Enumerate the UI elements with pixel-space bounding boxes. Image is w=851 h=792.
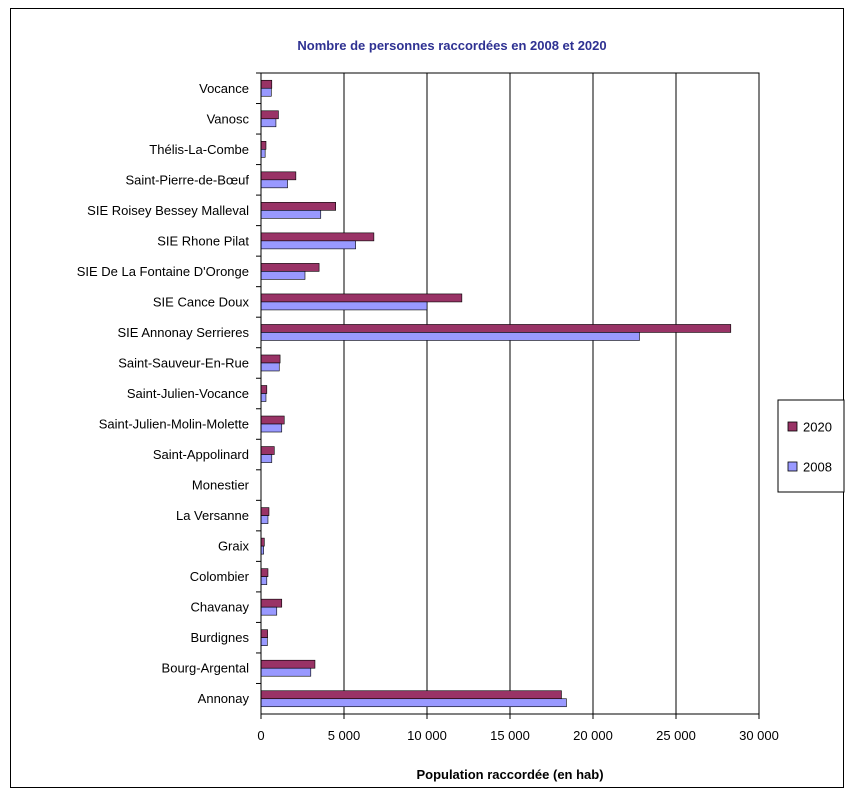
category-label: SIE Annonay Serrieres	[117, 325, 249, 340]
bar-2008	[260, 240, 356, 250]
bar-2020	[260, 659, 316, 669]
bar-2008	[260, 637, 268, 646]
x-tick-label: 20 000	[573, 728, 613, 743]
x-tick-label: 10 000	[407, 728, 447, 743]
category-label: Saint-Julien-Molin-Molette	[99, 417, 249, 432]
x-tick-label: 15 000	[490, 728, 530, 743]
bar-2008	[260, 301, 428, 311]
bar-2020	[260, 568, 269, 577]
category-label: SIE Cance Doux	[153, 294, 250, 309]
x-tick-label: 5 000	[328, 728, 361, 743]
x-tick-label: 30 000	[739, 728, 779, 743]
category-label: Saint-Julien-Vocance	[127, 386, 249, 401]
bar-2020	[260, 385, 268, 394]
chart-title: Nombre de personnes raccordées en 2008 e…	[297, 38, 606, 53]
category-label: Saint-Sauveur-En-Rue	[118, 355, 249, 370]
legend-swatch-2020	[787, 421, 798, 432]
x-tick-label: 0	[257, 728, 264, 743]
bar-2020	[260, 110, 279, 120]
category-label: Vanosc	[207, 111, 250, 126]
x-tick-label: 25 000	[656, 728, 696, 743]
category-labels: Vocance Vanosc Thélis-La-Combe Saint-Pierre…	[77, 81, 250, 706]
legend-box	[777, 399, 845, 493]
bar-2020	[260, 598, 283, 608]
bar-chart: Nombre de personnes raccordées en 2008 e…	[77, 38, 845, 782]
category-label: Chavanay	[190, 600, 249, 615]
bar-2020	[260, 354, 281, 364]
bar-2020	[260, 690, 562, 700]
legend-swatch-2008	[787, 461, 798, 472]
bar-2008	[260, 210, 322, 219]
category-label: Bourg-Argental	[162, 661, 250, 676]
category-label: Annonay	[198, 691, 250, 706]
bar-2020	[260, 141, 267, 150]
category-label: Graix	[218, 539, 250, 554]
category-label: SIE Roisey Bessey Malleval	[87, 203, 249, 218]
bar-2008	[260, 698, 567, 708]
bar-2008	[260, 271, 306, 280]
category-label: Saint-Pierre-de-Bœuf	[125, 172, 249, 187]
category-label: SIE Rhone Pilat	[157, 233, 249, 248]
bar-2008	[260, 332, 640, 341]
x-tick-labels: 0 5 000 10 000 15 000 20 000 25 000 30 000	[257, 728, 779, 743]
bar-2008	[260, 454, 273, 463]
category-label: Vocance	[199, 81, 249, 96]
legend: 2020 2008	[777, 399, 845, 493]
category-label: Saint-Appolinard	[153, 447, 249, 462]
bar-2020	[260, 446, 275, 455]
bar-2008	[260, 423, 283, 433]
bar-2020	[260, 232, 375, 242]
bar-2020	[260, 263, 320, 272]
category-label: SIE De La Fontaine D'Oronge	[77, 264, 249, 279]
bar-2020	[260, 324, 732, 333]
bar-2020	[260, 293, 463, 303]
legend-label-2008: 2008	[803, 460, 832, 475]
bar-2008	[260, 515, 269, 524]
category-label: La Versanne	[176, 508, 249, 523]
bar-2020	[260, 415, 285, 425]
bar-2020	[260, 629, 268, 638]
category-label: Burdignes	[190, 630, 249, 645]
chart-frame: Nombre de personnes raccordées en 2008 e…	[10, 8, 845, 788]
category-label: Thélis-La-Combe	[149, 142, 249, 157]
bar-2008	[260, 576, 268, 585]
bar-2020	[260, 171, 297, 181]
bars	[256, 72, 732, 708]
category-label: Monestier	[192, 478, 250, 493]
bar-2020	[260, 507, 270, 516]
gridlines	[260, 73, 760, 719]
legend-label-2020: 2020	[803, 420, 832, 435]
bar-2008	[260, 118, 277, 128]
bar-2020	[260, 79, 273, 89]
bar-2008	[260, 87, 272, 97]
bar-2008	[260, 149, 266, 158]
plot-area-border	[260, 72, 760, 715]
bar-2020	[260, 202, 336, 211]
bar-2008	[260, 179, 288, 189]
category-label: Colombier	[190, 569, 250, 584]
bar-2008	[260, 393, 267, 402]
bar-2008	[260, 667, 312, 677]
x-axis-title: Population raccordée (en hab)	[416, 767, 603, 782]
bar-2008	[260, 606, 278, 616]
bar-2008	[260, 362, 280, 372]
